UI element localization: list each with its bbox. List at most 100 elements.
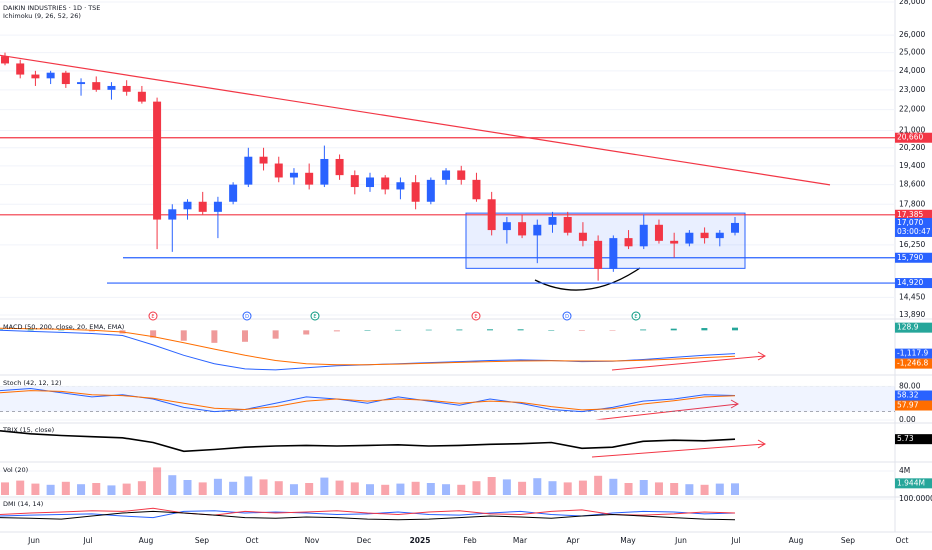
candle-body <box>244 156 253 185</box>
volume-bar <box>731 483 739 495</box>
volume-bar <box>350 482 359 495</box>
candle-body <box>442 170 451 180</box>
histogram-bar <box>425 329 432 331</box>
histogram-bar <box>487 329 493 331</box>
histogram-bar <box>150 330 157 338</box>
x-tick-label: Jul <box>730 536 740 545</box>
y-tick-label: 28,000 <box>899 0 925 6</box>
y-tick-label: 22,000 <box>899 105 925 114</box>
candle-body <box>183 201 192 210</box>
y-tick-label: 18,600 <box>899 180 925 189</box>
candle-body <box>335 158 344 176</box>
histogram-bar <box>333 330 340 332</box>
x-tick-label: Dec <box>357 536 372 545</box>
y-tick-label: 17,800 <box>899 199 925 208</box>
histogram-bar <box>701 328 708 331</box>
event-marker <box>242 311 252 321</box>
x-tick-label: Nov <box>305 536 320 545</box>
candle-body <box>77 82 86 85</box>
y-tick-label: 14,450 <box>899 292 925 301</box>
volume-bar <box>183 480 192 495</box>
y-tick-label: 20,200 <box>899 143 925 152</box>
x-tick-label: Aug <box>789 536 804 545</box>
y-tick-label: 23,000 <box>899 85 925 94</box>
candle-body <box>548 216 557 225</box>
candle-body <box>685 232 694 244</box>
volume-bar <box>107 485 116 495</box>
price-label-box <box>895 390 932 401</box>
y-tick-label: 26,000 <box>899 30 925 39</box>
volume-bar <box>320 477 329 495</box>
candle-body <box>411 182 420 202</box>
histogram-bar <box>303 330 310 335</box>
volume-bar <box>609 478 618 495</box>
x-tick-label: Jul <box>82 536 92 545</box>
candle-body <box>426 179 435 202</box>
x-tick-label: Jun <box>674 536 687 545</box>
candle-body <box>594 240 603 269</box>
volume-bar <box>335 480 344 495</box>
trendline <box>0 54 831 186</box>
candle-body <box>654 224 663 241</box>
divergence-arrows <box>591 351 767 458</box>
last-price-box <box>895 217 932 237</box>
price-label: 17,385 <box>897 210 923 219</box>
histogram-bar <box>640 329 647 331</box>
price-label: 58.32 <box>897 391 919 400</box>
y-tick-label: 100.0000 <box>899 494 932 503</box>
volume-bar <box>305 483 314 495</box>
volume-bar <box>16 480 25 495</box>
y-tick-label: 24,000 <box>899 66 925 75</box>
volume-bar <box>457 484 466 495</box>
volume-bar <box>685 484 694 495</box>
volume-bar <box>639 480 648 495</box>
y-tick-label: 80.00 <box>899 381 921 390</box>
volume-bar <box>168 475 177 495</box>
volume-bar <box>411 481 420 495</box>
candle-body <box>578 232 587 241</box>
x-tick-label: Feb <box>463 536 477 545</box>
price-label: -1,117.9 <box>897 349 929 358</box>
volume-bar <box>198 482 207 495</box>
histogram-bar <box>242 330 248 342</box>
candle-body <box>229 184 238 202</box>
x-tick-label: 2025 <box>410 536 431 545</box>
price-label: 20,660 <box>897 133 923 142</box>
histogram-bar <box>732 327 738 331</box>
price-label-box <box>895 209 932 220</box>
price-label-box <box>895 348 932 359</box>
candle-body <box>168 209 177 220</box>
price-label: 14,920 <box>897 278 923 287</box>
volume-bar <box>244 476 253 495</box>
x-tick-label: Oct <box>896 536 909 545</box>
indicator-line <box>0 430 736 453</box>
x-tick-label: May <box>620 536 636 545</box>
pane-separators <box>0 0 932 533</box>
x-tick-label: Sep <box>841 536 855 545</box>
histogram-bar <box>609 330 616 331</box>
candle-body <box>320 158 329 185</box>
event-label: E <box>313 314 316 320</box>
histogram-bar <box>578 330 585 331</box>
candle-body <box>305 172 314 185</box>
candle-body <box>563 216 572 233</box>
x-tick-label: Aug <box>139 536 154 545</box>
volume-bar <box>594 475 603 495</box>
histogram-bar <box>211 330 218 343</box>
volume-bar <box>289 484 298 495</box>
price-label-box <box>895 322 932 333</box>
x-tick-label: Jun <box>27 536 40 545</box>
volume-bar <box>61 481 70 495</box>
volume-bar <box>46 484 55 495</box>
pane-title: TRIX (15, close) <box>2 426 54 434</box>
price-label: -1,246.8 <box>897 359 929 368</box>
candle-body <box>624 238 633 247</box>
pane-title: MACD (50, 200, close, 20, EMA, EMA) <box>3 323 124 331</box>
event-marker <box>310 311 320 321</box>
event-label: E <box>474 314 477 320</box>
x-tick-label: Apr <box>567 536 581 545</box>
histogram-bar <box>364 330 371 331</box>
rounding-bottom-arc <box>534 267 641 291</box>
pane-title: DMI (14, 14) <box>3 500 43 508</box>
chart-title: DAIKIN INDUSTRIES · 1D · TSE <box>3 4 100 12</box>
